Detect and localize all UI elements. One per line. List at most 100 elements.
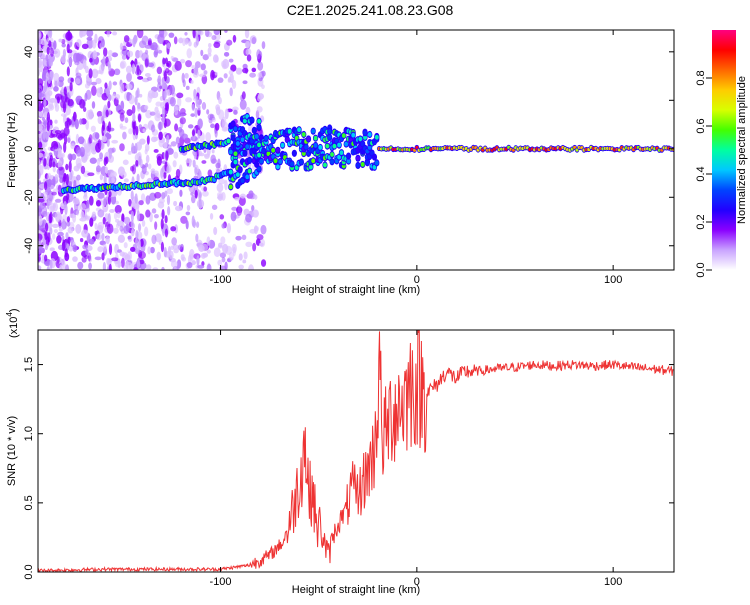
noise-speck: [213, 41, 221, 49]
noise-speck: [204, 30, 210, 38]
noise-speck: [92, 50, 98, 60]
noise-speck: [201, 102, 207, 110]
noise-speck: [154, 221, 158, 230]
noise-speck: [209, 114, 214, 119]
colorbar-ticks: 0.0 0.2 0.4 0.6 0.8: [695, 70, 712, 278]
noise-speck: [252, 209, 259, 218]
noise-speck: [245, 241, 253, 248]
noise-speck: [39, 201, 46, 210]
noise-speck: [215, 162, 221, 169]
noise-speck: [259, 242, 264, 247]
noise-speck: [107, 212, 111, 225]
noise-speck: [141, 219, 146, 227]
noise-speck: [56, 96, 60, 104]
track-core: [257, 166, 262, 172]
noise-speck: [114, 261, 122, 268]
noise-speck: [218, 96, 222, 105]
noise-speck: [61, 86, 65, 93]
noise-speck: [69, 81, 73, 92]
noise-speck: [242, 67, 249, 74]
noise-speck: [185, 158, 193, 164]
noise-speck: [119, 61, 125, 69]
track-core: [351, 132, 356, 138]
noise-speck: [43, 158, 47, 167]
noise-speck: [105, 156, 109, 164]
y-tick-label: 0.0: [23, 564, 35, 579]
track-core: [249, 117, 254, 123]
noise-speck: [135, 49, 141, 59]
noise-speck: [86, 199, 90, 209]
noise-speck: [65, 264, 70, 270]
noise-speck: [161, 192, 165, 200]
noise-speck: [42, 128, 46, 141]
noise-speck: [131, 104, 136, 115]
noise-speck: [72, 256, 78, 262]
noise-speck: [201, 190, 209, 197]
noise-speck: [195, 95, 199, 108]
noise-speck: [221, 223, 226, 229]
noise-speck: [166, 188, 174, 195]
track-core: [240, 137, 245, 143]
track-core: [257, 118, 262, 124]
noise-speck: [151, 208, 157, 214]
noise-speck: [166, 70, 173, 76]
noise-speck: [64, 248, 68, 258]
noise-speck: [145, 195, 151, 205]
noise-speck: [61, 43, 66, 48]
noise-speck: [119, 251, 126, 257]
noise-speck: [251, 205, 255, 212]
noise-speck: [113, 68, 121, 76]
snr-scale-close: ): [8, 308, 20, 312]
noise-speck: [136, 259, 141, 269]
noise-speck: [234, 196, 241, 201]
noise-speck: [196, 239, 203, 249]
noise-speck: [165, 150, 169, 162]
noise-speck: [101, 135, 108, 143]
noise-speck: [42, 238, 47, 246]
track-core: [235, 141, 240, 146]
track-core: [245, 144, 250, 150]
noise-speck: [88, 195, 94, 206]
noise-speck: [67, 133, 71, 143]
noise-speck: [49, 227, 53, 235]
noise-speck: [99, 152, 104, 160]
noise-speck: [203, 70, 208, 75]
noise-speck: [50, 47, 54, 57]
noise-speck: [75, 157, 82, 168]
noise-speck: [58, 227, 64, 232]
noise-speck: [82, 244, 88, 250]
noise-speck: [146, 135, 150, 145]
noise-speck: [160, 168, 164, 179]
noise-speck: [109, 209, 115, 213]
noise-speck: [79, 146, 85, 158]
noise-speck: [49, 259, 53, 270]
noise-speck: [185, 211, 191, 216]
track-core: [301, 132, 306, 137]
noise-speck: [103, 47, 108, 57]
noise-speck: [48, 40, 52, 48]
noise-speck: [221, 116, 227, 126]
noise-speck: [149, 111, 156, 116]
noise-speck: [117, 234, 125, 243]
track-core: [363, 134, 368, 140]
noise-speck: [182, 79, 186, 88]
track-core: [238, 167, 243, 173]
noise-speck: [87, 172, 95, 177]
noise-speck: [131, 164, 137, 175]
y-tick-label: 20: [23, 94, 35, 106]
noise-speck: [102, 261, 106, 270]
noise-speck: [38, 188, 42, 198]
noise-speck: [238, 253, 243, 261]
y-tick-label: 1.0: [23, 426, 35, 441]
noise-speck: [91, 85, 97, 96]
noise-speck: [213, 247, 221, 258]
track-core: [297, 127, 302, 133]
track-core: [337, 142, 342, 148]
noise-speck: [147, 246, 151, 255]
track-core: [247, 158, 252, 163]
noise-speck: [242, 259, 247, 264]
noise-speck: [106, 30, 111, 38]
noise-speck: [144, 226, 149, 237]
noise-speck: [180, 58, 186, 64]
spectrogram-ylabel: Frequency (Hz): [6, 112, 18, 188]
